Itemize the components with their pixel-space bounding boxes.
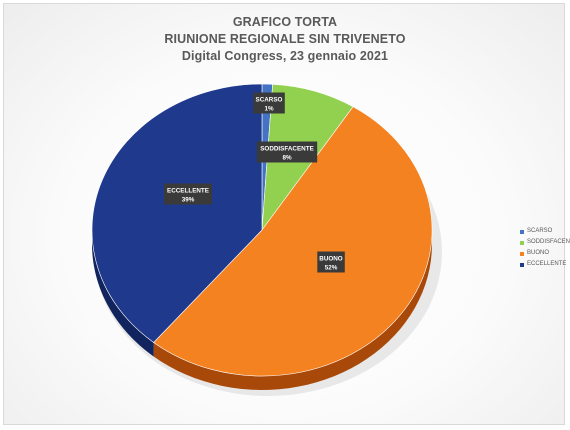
legend-item-buono: BUONO <box>520 248 570 259</box>
data-label-value-soddisfacente: 8% <box>282 155 292 162</box>
legend-label: SODDISFACENTE <box>527 239 570 245</box>
legend-label: ECCELLENTE <box>527 261 567 267</box>
data-label-name-scarso: SCARSO <box>256 97 283 104</box>
data-label-box-eccellente <box>164 183 212 205</box>
legend-item-eccellente: ECCELLENTE <box>520 259 570 270</box>
data-label-box-scarso <box>253 92 285 114</box>
title-line-3: Digital Congress, 23 gennaio 2021 <box>181 49 389 63</box>
legend-swatch <box>520 262 524 267</box>
data-label-name-buono: BUONO <box>319 256 343 263</box>
data-label-name-soddisfacente: SODDISFACENTE <box>260 146 314 153</box>
data-label-name-eccellente: ECCELLENTE <box>167 188 209 195</box>
legend: SCARSO SODDISFACENTE BUONO ECCELLENTE <box>520 226 570 270</box>
chart-title: GRAFICO TORTA RIUNIONE REGIONALE SIN TRI… <box>0 14 570 65</box>
data-label-box-buono <box>317 251 345 273</box>
data-label-value-buono: 52% <box>325 265 338 272</box>
pie-side-buono <box>153 230 432 390</box>
data-label-value-scarso: 1% <box>264 106 274 113</box>
legend-item-scarso: SCARSO <box>520 226 570 237</box>
legend-item-soddisfacente: SODDISFACENTE <box>520 237 570 248</box>
pie-slice-eccellente <box>91 83 263 343</box>
legend-swatch <box>520 240 524 245</box>
data-label-box-soddisfacente <box>256 141 318 163</box>
pie-slice-buono <box>153 106 433 377</box>
title-line-1: GRAFICO TORTA <box>232 15 338 29</box>
legend-swatch <box>520 229 524 234</box>
pie-side-eccellente <box>92 230 154 357</box>
title-line-2: RIUNIONE REGIONALE SIN TRIVENETO <box>164 32 406 46</box>
legend-swatch <box>520 251 524 256</box>
legend-label: BUONO <box>527 250 550 256</box>
legend-label: SCARSO <box>527 228 553 234</box>
data-label-value-eccellente: 39% <box>182 197 195 204</box>
